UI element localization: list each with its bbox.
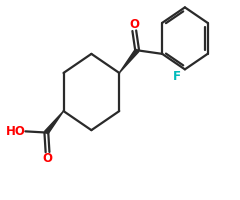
Text: O: O	[42, 152, 53, 165]
Text: HO: HO	[6, 125, 26, 138]
Text: F: F	[173, 70, 181, 83]
Text: O: O	[129, 18, 139, 31]
Polygon shape	[119, 49, 139, 73]
Polygon shape	[45, 111, 64, 134]
